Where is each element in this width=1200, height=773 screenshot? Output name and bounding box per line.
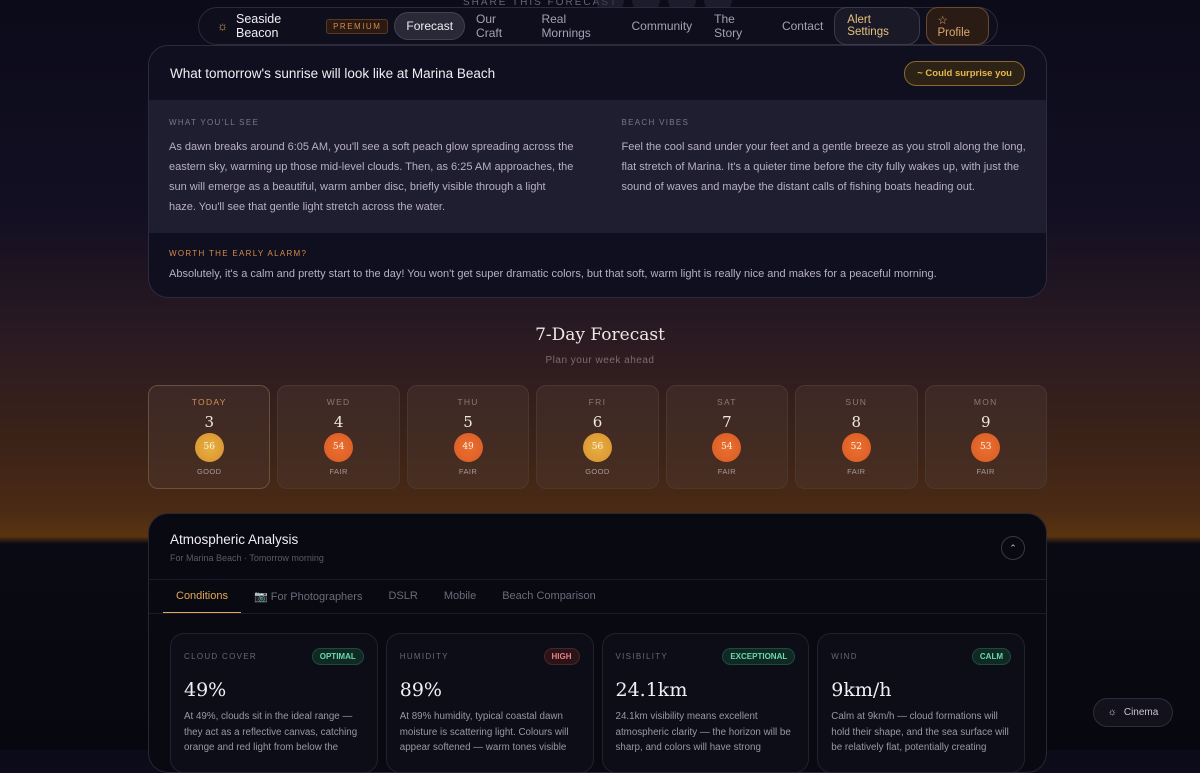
- day-rating: FAIR: [847, 467, 866, 476]
- atmos-subtitle: For Marina Beach · Tomorrow morning: [170, 553, 324, 563]
- metric-card: HUMIDITY HIGH 89% At 89% humidity, typic…: [385, 633, 594, 772]
- score-circle: 52: [841, 433, 871, 462]
- day-card[interactable]: THU 5 49 FAIR: [406, 385, 530, 489]
- day-name: WED: [326, 397, 351, 407]
- vibes-label: BEACH VIBES: [621, 118, 690, 127]
- metric-text: 24.1km visibility means excellent atmosp…: [615, 711, 791, 753]
- metric-list: CLOUD COVER OPTIMAL 49% At 49%, clouds s…: [149, 614, 1046, 772]
- day-rating: FAIR: [717, 467, 737, 476]
- day-date: 7: [722, 413, 732, 431]
- metric-text: At 49%, clouds sit in the ideal range — …: [184, 711, 358, 753]
- metric-badge: EXCEPTIONAL: [722, 648, 796, 665]
- day-rating: GOOD: [196, 467, 222, 476]
- day-name: MON: [973, 397, 998, 407]
- score-circle: 54: [712, 433, 742, 462]
- nav-the-story[interactable]: The Story: [714, 12, 743, 40]
- day-rating: GOOD: [585, 467, 610, 476]
- day-card[interactable]: SAT 7 54 FAIR: [665, 385, 789, 489]
- day-date: 8: [851, 413, 862, 431]
- day-date: 3: [204, 413, 214, 431]
- brand-name[interactable]: Seaside Beacon: [236, 12, 282, 40]
- day-name: TODAY: [191, 397, 227, 407]
- sunrise-title: What tomorrow's sunrise will look like a…: [170, 65, 496, 81]
- day-rating: FAIR: [458, 467, 478, 476]
- metric-key: CLOUD COVER: [184, 652, 257, 661]
- alert-settings-button[interactable]: Alert Settings: [834, 7, 921, 45]
- see-text: As dawn breaks around 6:05 AM, you'll se…: [169, 141, 574, 213]
- day-rating: FAIR: [329, 467, 348, 476]
- day-card[interactable]: WED 4 54 FAIR: [277, 385, 400, 489]
- atmos-tabs: Conditions 📷 For Photographers DSLR Mobile B…: [149, 579, 1046, 614]
- nav-our-craft[interactable]: Our Craft: [476, 12, 503, 40]
- metric-value: 24.1km: [615, 679, 688, 701]
- see-label: WHAT YOU'LL SEE: [169, 118, 260, 127]
- day-card[interactable]: SUN 8 52 FAIR: [795, 385, 918, 489]
- cinema-button[interactable]: ☼ Cinema: [1093, 698, 1173, 727]
- nav-forecast[interactable]: Forecast: [394, 12, 466, 40]
- atmos-title: Atmospheric Analysis: [170, 532, 299, 547]
- score-circle: 54: [324, 433, 354, 462]
- tab-3[interactable]: Mobile: [443, 590, 477, 602]
- metric-card: WIND CALM 9km/h Calm at 9km/h — cloud fo…: [817, 633, 1025, 772]
- score-circle: 56: [194, 433, 224, 462]
- day-name: SUN: [845, 397, 868, 407]
- day-card[interactable]: MON 9 53 FAIR: [924, 385, 1047, 489]
- day-date: 5: [463, 413, 473, 431]
- metric-value: 49%: [184, 679, 227, 701]
- sun-icon: ☼: [1107, 707, 1117, 718]
- metric-key: VISIBILITY: [615, 652, 669, 661]
- day-card[interactable]: TODAY 3 56 GOOD: [148, 385, 271, 489]
- metric-value: 9km/h: [831, 679, 892, 701]
- metric-text: Calm at 9km/h — cloud formations will ho…: [831, 711, 1009, 753]
- day-date: 4: [333, 413, 344, 431]
- metric-card: CLOUD COVER OPTIMAL 49% At 49%, clouds s…: [170, 633, 378, 772]
- metric-badge: HIGH: [543, 648, 580, 665]
- day-name: FRI: [588, 397, 607, 407]
- day-date: 6: [592, 413, 603, 431]
- metric-card: VISIBILITY EXCEPTIONAL 24.1km 24.1km vis…: [601, 633, 810, 772]
- nav-contact[interactable]: Contact: [781, 19, 824, 33]
- score-circle: 49: [453, 433, 483, 462]
- metric-text: At 89% humidity, typical coastal dawn mo…: [399, 711, 569, 753]
- forecast-title: 7-Day Forecast: [535, 325, 665, 345]
- metric-badge: OPTIMAL: [311, 648, 364, 665]
- tab-2[interactable]: DSLR: [388, 590, 418, 602]
- profile-button[interactable]: ☆ Profile: [926, 7, 989, 45]
- nav-community[interactable]: Community: [631, 19, 693, 33]
- day-card[interactable]: FRI 6 56 GOOD: [536, 385, 659, 489]
- atmospheric-analysis-card: Atmospheric Analysis For Marina Beach · …: [148, 513, 1047, 773]
- tab-4[interactable]: Beach Comparison: [502, 590, 596, 602]
- sunrise-summary-card: What tomorrow's sunrise will look like a…: [148, 45, 1047, 298]
- tab-1[interactable]: 📷 For Photographers: [253, 591, 363, 603]
- metric-key: WIND: [831, 652, 858, 661]
- worth-text: Absolutely, it's a calm and pretty start…: [169, 268, 937, 280]
- tab-0[interactable]: Conditions: [163, 580, 241, 613]
- premium-badge: PREMIUM: [326, 18, 389, 34]
- share-label: SHARE THIS FORECAST: [463, 0, 619, 8]
- metric-badge: CALM: [971, 648, 1011, 665]
- day-name: SAT: [716, 397, 737, 407]
- collapse-chevron-up-icon[interactable]: ⌃: [1001, 536, 1025, 560]
- score-circle: 56: [582, 433, 612, 462]
- metric-key: HUMIDITY: [399, 652, 449, 661]
- verdict-badge: ~ Could surprise you: [904, 60, 1025, 86]
- nav-real-mornings[interactable]: Real Mornings: [541, 12, 591, 40]
- metric-value: 89%: [399, 679, 442, 701]
- vibes-text: Feel the cool sand under your feet and a…: [621, 141, 1026, 193]
- cinema-label: Cinema: [1123, 707, 1159, 718]
- sun-logo-icon: ☼: [217, 19, 228, 33]
- day-name: THU: [457, 397, 479, 407]
- forecast-subtitle: Plan your week ahead: [545, 355, 655, 366]
- day-list: TODAY 3 56 GOOD WED 4 54 FAIR THU 5 49 F…: [148, 385, 1047, 489]
- top-nav: ☼ Seaside Beacon PREMIUM Forecast Our Cr…: [198, 7, 998, 45]
- worth-label: WORTH THE EARLY ALARM?: [169, 249, 308, 258]
- day-date: 9: [980, 413, 991, 431]
- day-rating: FAIR: [976, 467, 995, 476]
- score-circle: 53: [971, 433, 1001, 462]
